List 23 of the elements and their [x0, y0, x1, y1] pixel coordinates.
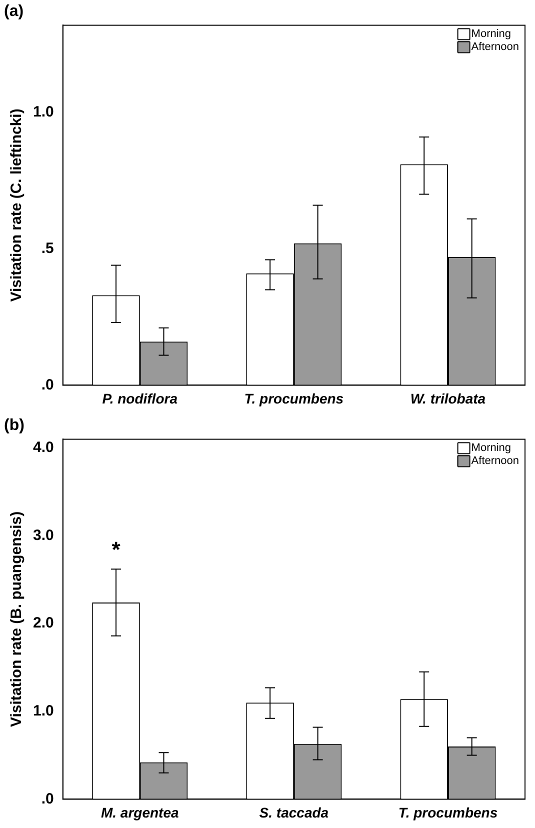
y-tick-label: 2.0: [32, 614, 54, 632]
chart-title: (b): [4, 417, 24, 434]
chart-title: (a): [4, 3, 24, 20]
x-tick-label: M. argentea: [100, 804, 179, 820]
y-tick-label: 4.0: [32, 439, 54, 456]
y-axis-title: Visitation rate (B. puangensis): [8, 511, 26, 728]
x-tick-label: P. nodiflora: [102, 390, 178, 406]
x-tick-label: W. trilobata: [410, 390, 486, 406]
text: Morning: [471, 28, 512, 40]
text: Morning: [471, 442, 512, 454]
y-tick-label: .0: [41, 790, 54, 808]
y-tick-label: .5: [41, 240, 54, 257]
x-tick-label: T. procumbens: [244, 390, 344, 406]
text: Afternoon: [471, 41, 519, 54]
x-tick-label: S. taccada: [259, 804, 329, 820]
text: Afternoon: [471, 455, 519, 468]
x-tick-label: T. procumbens: [398, 804, 498, 820]
y-tick-label: 1.0: [32, 104, 54, 121]
y-tick-label: 1.0: [32, 702, 54, 720]
y-axis-title: Visitation rate (C. lieftincki): [8, 108, 26, 302]
y-tick-label: .0: [41, 376, 54, 394]
y-tick-label: 3.0: [32, 526, 54, 544]
annotation: *: [112, 537, 121, 562]
